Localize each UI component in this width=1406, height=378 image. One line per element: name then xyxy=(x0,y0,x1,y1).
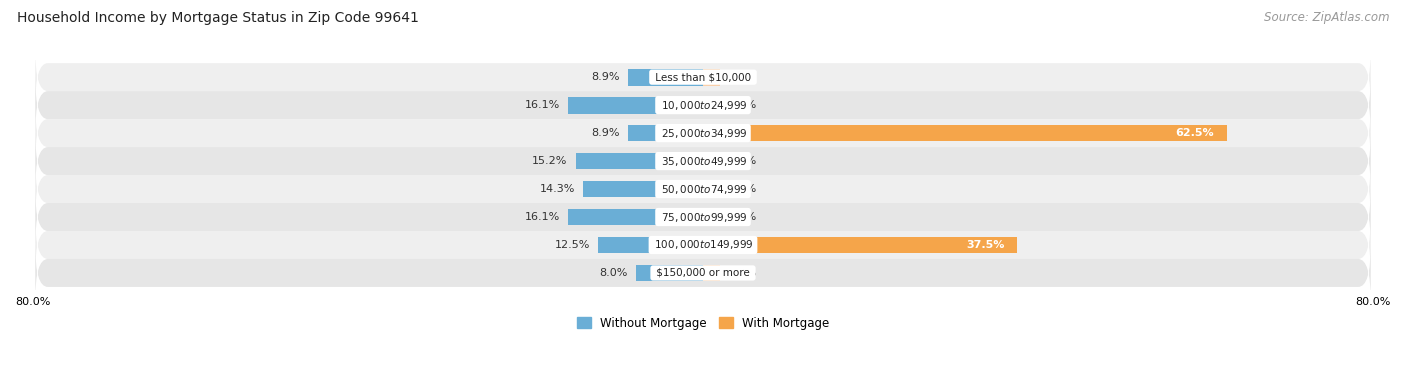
Text: Less than $10,000: Less than $10,000 xyxy=(652,72,754,82)
Bar xyxy=(703,209,720,225)
Text: $100,000 to $149,999: $100,000 to $149,999 xyxy=(651,239,755,251)
Text: $25,000 to $34,999: $25,000 to $34,999 xyxy=(658,127,748,139)
Bar xyxy=(703,153,720,169)
Bar xyxy=(703,237,1017,253)
Text: 8.0%: 8.0% xyxy=(599,268,627,278)
Bar xyxy=(703,97,720,113)
FancyBboxPatch shape xyxy=(35,245,1371,301)
FancyBboxPatch shape xyxy=(35,133,1371,189)
FancyBboxPatch shape xyxy=(35,105,1371,161)
FancyBboxPatch shape xyxy=(35,77,1371,133)
Text: $10,000 to $24,999: $10,000 to $24,999 xyxy=(658,99,748,112)
Bar xyxy=(599,237,703,253)
Bar xyxy=(568,209,703,225)
Text: 0.0%: 0.0% xyxy=(728,212,756,222)
Bar xyxy=(599,237,703,253)
Bar xyxy=(628,69,703,85)
Bar xyxy=(575,153,703,169)
Bar xyxy=(575,153,703,169)
Legend: Without Mortgage, With Mortgage: Without Mortgage, With Mortgage xyxy=(572,312,834,334)
Text: 37.5%: 37.5% xyxy=(966,240,1005,250)
Bar xyxy=(568,209,703,225)
Text: 14.3%: 14.3% xyxy=(540,184,575,194)
FancyBboxPatch shape xyxy=(35,189,1371,245)
Bar xyxy=(568,97,703,113)
Text: 0.0%: 0.0% xyxy=(728,184,756,194)
Text: 16.1%: 16.1% xyxy=(524,100,560,110)
Bar xyxy=(583,181,703,197)
Bar xyxy=(703,125,1226,141)
Text: $35,000 to $49,999: $35,000 to $49,999 xyxy=(658,155,748,167)
Bar xyxy=(628,125,703,141)
Text: 8.9%: 8.9% xyxy=(592,128,620,138)
Text: 15.2%: 15.2% xyxy=(531,156,567,166)
Bar xyxy=(636,265,703,281)
Bar xyxy=(703,237,1017,253)
FancyBboxPatch shape xyxy=(35,161,1371,217)
Bar xyxy=(703,125,1226,141)
Text: 0.0%: 0.0% xyxy=(728,268,756,278)
Bar xyxy=(636,265,703,281)
Bar xyxy=(628,69,703,85)
Bar xyxy=(568,97,703,113)
Text: 0.0%: 0.0% xyxy=(728,100,756,110)
Bar xyxy=(703,265,720,281)
Text: Source: ZipAtlas.com: Source: ZipAtlas.com xyxy=(1264,11,1389,24)
Bar xyxy=(703,69,720,85)
FancyBboxPatch shape xyxy=(35,217,1371,273)
Text: 16.1%: 16.1% xyxy=(524,212,560,222)
Bar xyxy=(628,125,703,141)
Text: 0.0%: 0.0% xyxy=(728,156,756,166)
Bar xyxy=(583,181,703,197)
Text: $75,000 to $99,999: $75,000 to $99,999 xyxy=(658,211,748,223)
Text: Household Income by Mortgage Status in Zip Code 99641: Household Income by Mortgage Status in Z… xyxy=(17,11,419,25)
Text: 8.9%: 8.9% xyxy=(592,72,620,82)
Bar xyxy=(703,181,720,197)
Text: $150,000 or more: $150,000 or more xyxy=(652,268,754,278)
Text: 12.5%: 12.5% xyxy=(554,240,591,250)
Text: $50,000 to $74,999: $50,000 to $74,999 xyxy=(658,183,748,195)
FancyBboxPatch shape xyxy=(35,49,1371,105)
Text: 0.0%: 0.0% xyxy=(728,72,756,82)
Text: 62.5%: 62.5% xyxy=(1175,128,1215,138)
